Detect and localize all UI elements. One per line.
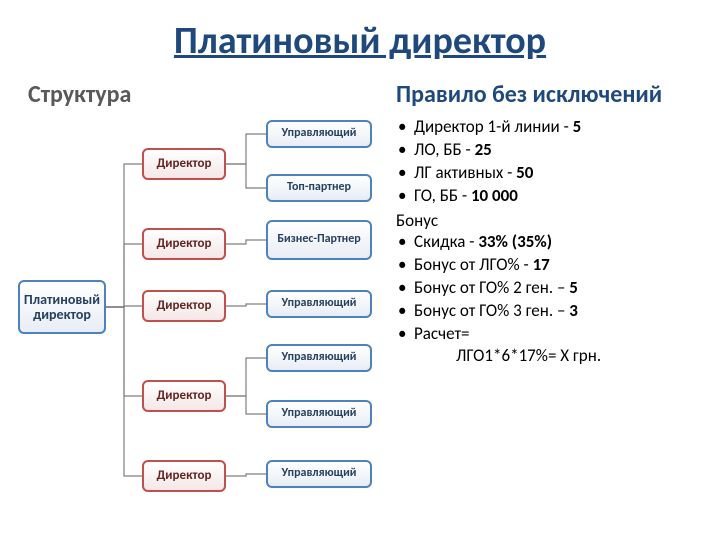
rule-item: Бонус от ГО% 2 ген. – 5	[396, 277, 706, 300]
rule-item: ГО, ББ - 10 000	[396, 185, 706, 208]
rule-item: Бонус от ЛГО% - 17	[396, 254, 706, 277]
rule-text: Бонус от ЛГО% -	[414, 254, 533, 275]
rules-panel: Директор 1-й линии - 5ЛО, ББ - 25ЛГ акти…	[396, 116, 706, 366]
rule-text: Бонус от ГО% 2 ген. –	[414, 277, 569, 298]
rule-value: 17	[533, 254, 550, 275]
leaf-node: Управляющий	[266, 400, 372, 428]
director-node: Директор	[142, 380, 226, 412]
rule-value: 50	[516, 162, 533, 183]
rule-text: ЛО, ББ -	[414, 139, 475, 160]
rules-bonus-list: Скидка - 33% (35%)Бонус от ЛГО% - 17Бону…	[396, 231, 706, 346]
rule-text: Директор 1-й линии -	[414, 116, 573, 137]
leaf-node: Топ-партнер	[266, 174, 372, 202]
director-node: Директор	[142, 460, 226, 492]
right-column-heading: Правило без исключений	[396, 80, 662, 109]
root-node: Платиновый директор	[18, 280, 106, 334]
director-node: Директор	[142, 148, 226, 180]
rule-text: ЛГ активных -	[414, 162, 516, 183]
calc-line: ЛГО1*6*17%= Х грн.	[396, 345, 706, 366]
leaf-node: Управляющий	[266, 120, 372, 148]
rule-item: Директор 1-й линии - 5	[396, 116, 706, 139]
rule-value: 5	[569, 277, 578, 298]
rule-item: Бонус от ГО% 3 ген. – 3	[396, 300, 706, 323]
rule-text: Бонус от ГО% 3 ген. –	[414, 300, 569, 321]
rule-value: 5	[573, 116, 582, 137]
director-node: Директор	[142, 228, 226, 260]
rule-value: 25	[475, 139, 492, 160]
director-node: Директор	[142, 290, 226, 322]
rule-value: 33% (35%)	[478, 231, 552, 252]
leaf-node: Управляющий	[266, 290, 372, 318]
org-tree-diagram: Платиновый директор Директор Директор Дирек…	[18, 120, 388, 515]
leaf-node: Управляющий	[266, 344, 372, 372]
rule-item: ЛО, ББ - 25	[396, 139, 706, 162]
rule-value: 10 000	[471, 185, 518, 206]
rule-text: Расчет=	[414, 323, 470, 344]
leaf-node: Бизнес-Партнер	[266, 220, 372, 260]
title-text: Платиновый директор	[174, 18, 546, 64]
rule-item: Скидка - 33% (35%)	[396, 231, 706, 254]
rules-top-list: Директор 1-й линии - 5ЛО, ББ - 25ЛГ акти…	[396, 116, 706, 208]
rule-item: Расчет=	[396, 323, 706, 346]
bonus-heading: Бонус	[396, 210, 706, 231]
rule-text: ГО, ББ -	[414, 185, 471, 206]
leaf-node: Управляющий	[266, 460, 372, 488]
left-column-heading: Структура	[28, 80, 131, 109]
rule-item: ЛГ активных - 50	[396, 162, 706, 185]
page-title: Платиновый директор	[0, 18, 720, 64]
rule-value: 3	[569, 300, 578, 321]
rule-text: Скидка -	[414, 231, 478, 252]
